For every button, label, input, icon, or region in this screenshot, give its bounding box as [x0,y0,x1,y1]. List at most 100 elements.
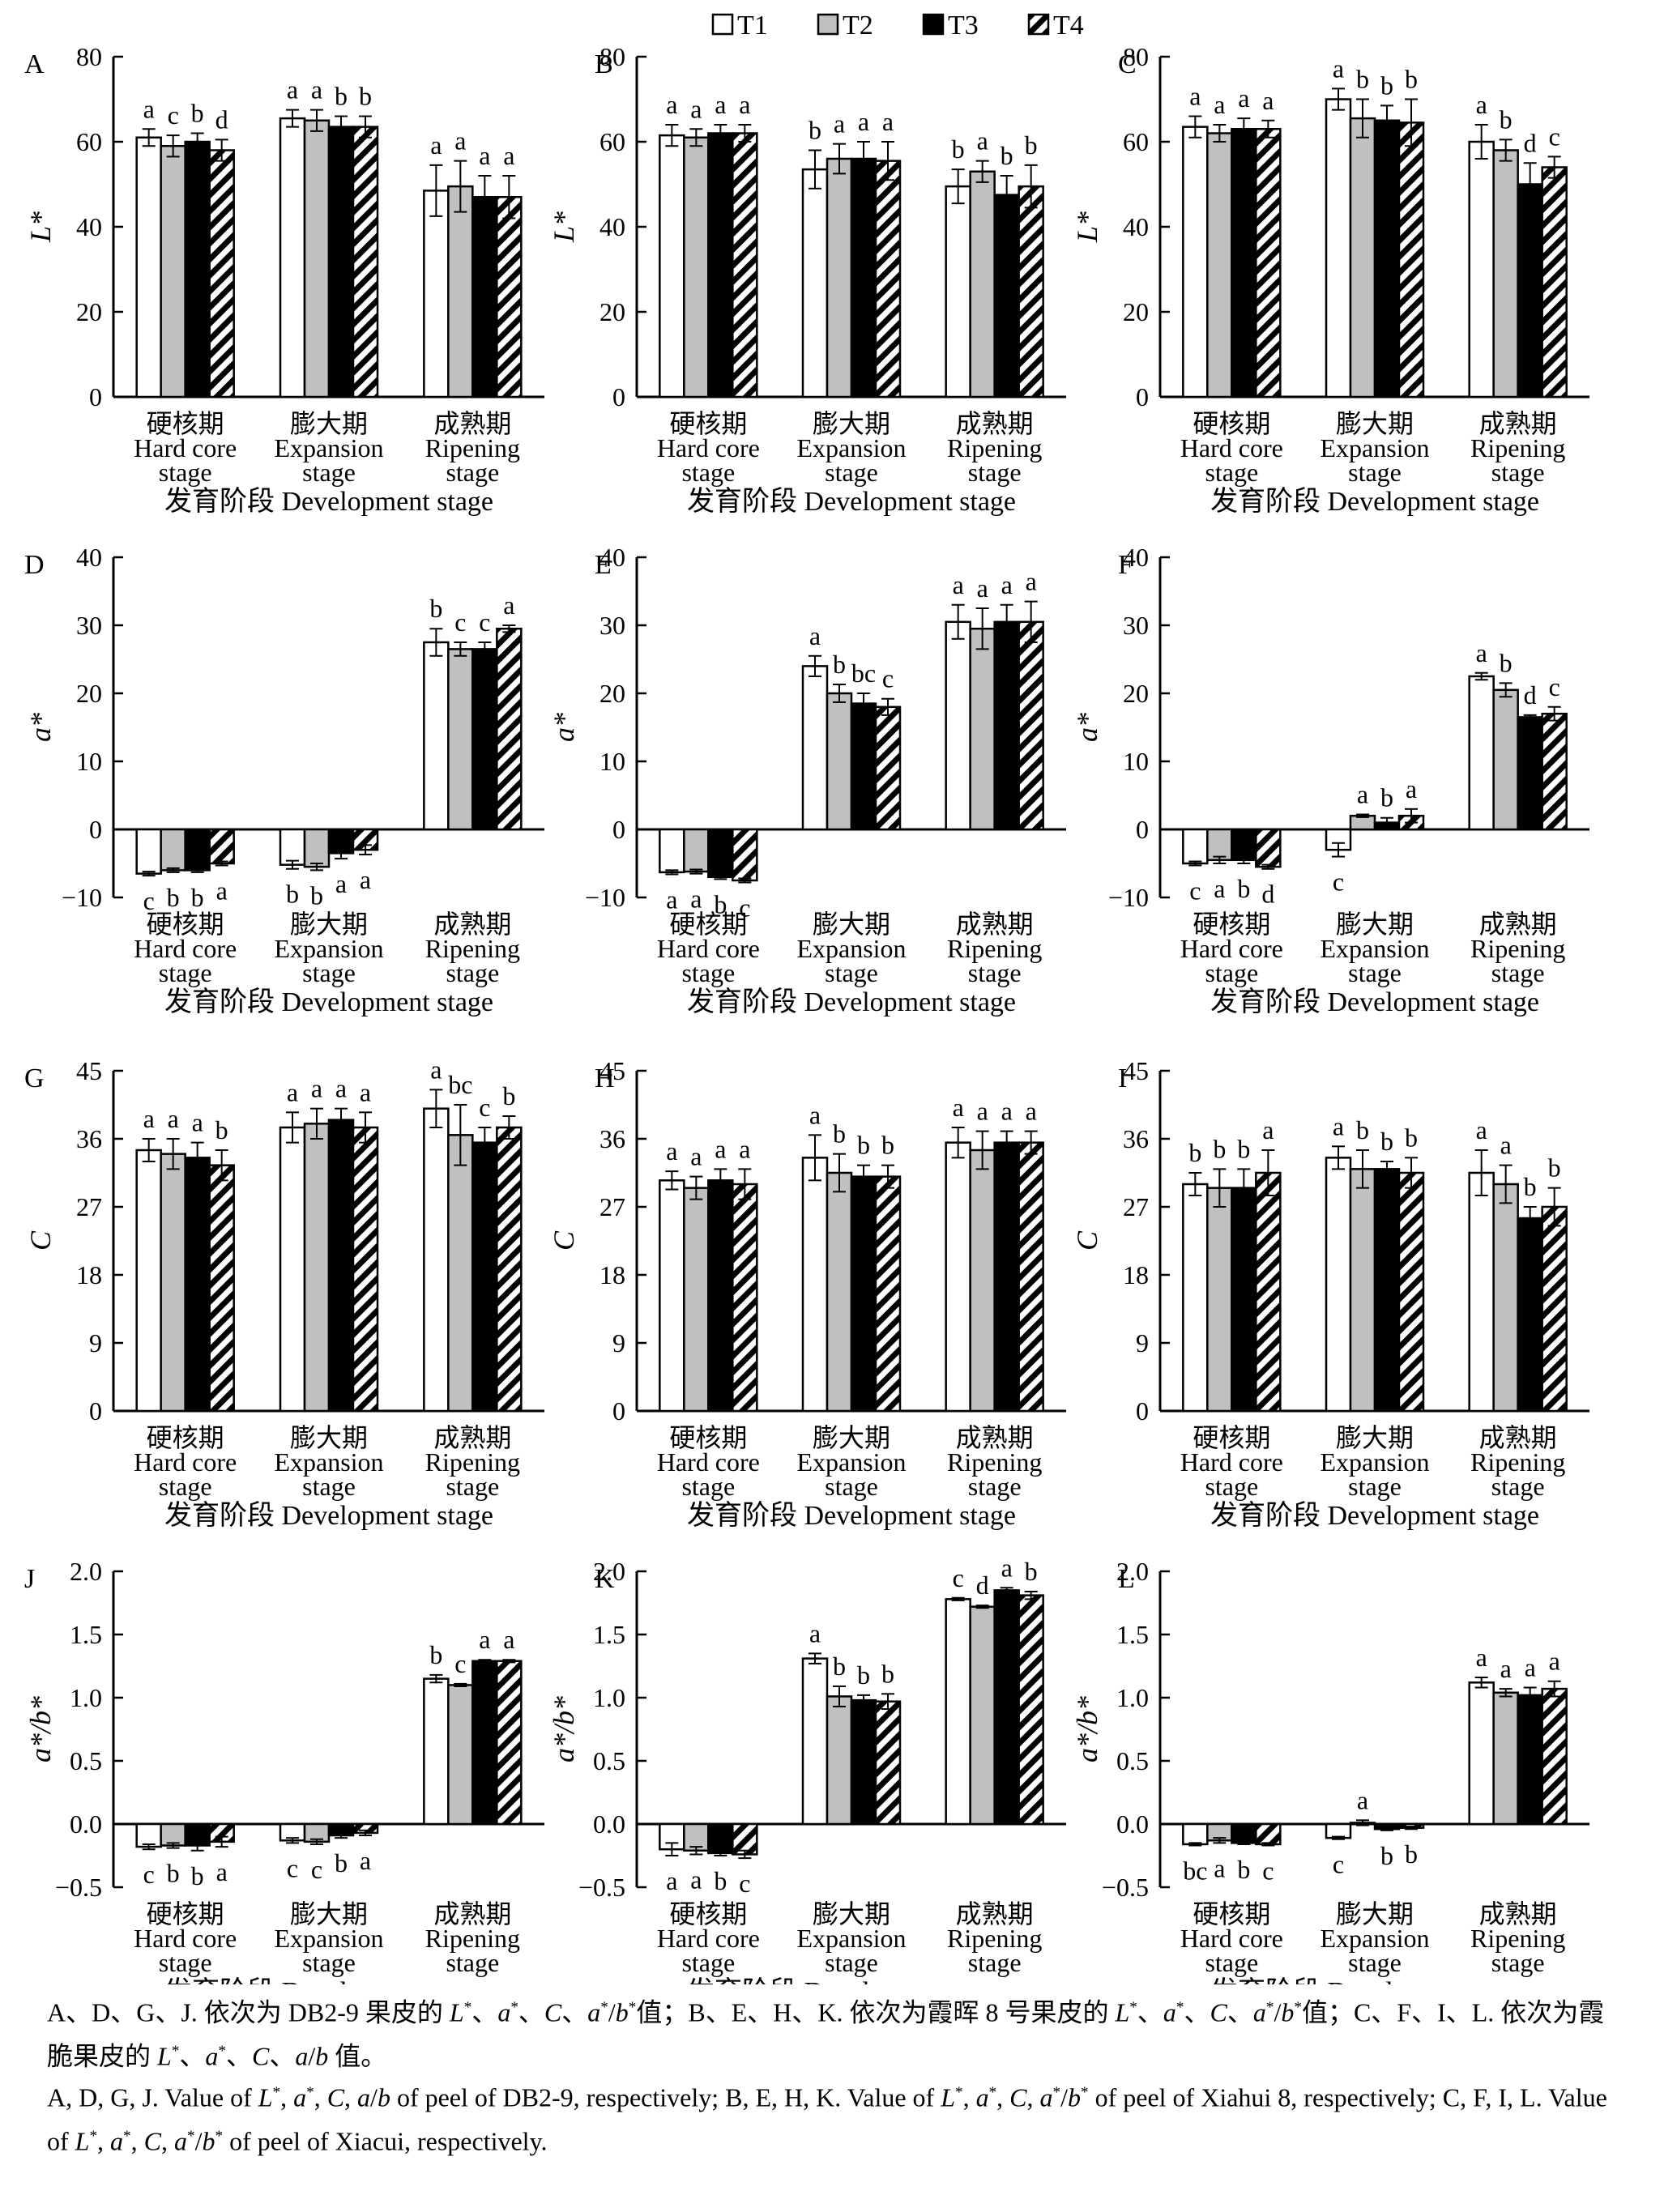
bar-t4 [874,705,902,831]
bar-t2 [160,1153,186,1413]
significance-letter: a [1476,90,1487,119]
significance-letter: b [1356,1115,1369,1144]
y-tick-label: 0 [1136,815,1149,844]
bar-t1 [279,1126,306,1413]
x-axis-label: 发育阶段 Development stage [687,1500,1016,1531]
significance-letter: a [1214,90,1225,119]
panel-letter: G [24,1063,45,1093]
stage-label-zh: 成熟期 [956,1423,1034,1452]
stage-label-zh: 硬核期 [147,910,224,939]
panel-letter: F [1118,550,1133,580]
bar-t2 [1492,149,1519,399]
bar-t4 [208,149,235,399]
y-axis-label: C [24,1230,57,1251]
stage-label-en2: stage [825,458,878,487]
x-axis-label: 发育阶段 Development stage [1210,1976,1539,1984]
stage-label-zh: 膨大期 [1336,1423,1414,1452]
significance-letter: a [690,94,702,123]
bar-t2 [969,1605,996,1826]
bar-t4 [732,1822,758,1856]
stage-label-en2: stage [825,958,878,987]
significance-letter: b [809,116,821,145]
stage-label-en: Hard core [1180,433,1283,462]
y-tick-label: 2.0 [593,1557,625,1586]
stage-label-en: Hard core [657,1924,760,1953]
y-tick-label: 20 [76,297,102,326]
bar-t2 [447,648,474,831]
stage-label-en: Ripening [1470,1447,1565,1477]
y-axis-label: a* [24,713,57,742]
significance-letter: b [952,134,965,164]
bar-t2 [969,627,996,831]
stage-label-zh: 硬核期 [669,910,747,939]
bar-t2 [1206,828,1233,862]
stage-label-en: Hard core [134,934,237,963]
significance-letter: a [1500,1654,1512,1683]
significance-letter: c [1189,876,1201,906]
significance-letter: c [143,886,155,915]
significance-letter: a [1189,82,1201,111]
significance-letter: a [287,75,298,104]
significance-letter: bc [448,1070,472,1099]
stage-label-en: Ripening [1470,934,1565,963]
stage-label-en2: stage [681,1472,735,1501]
bar-t3 [1231,1187,1257,1413]
y-axis-label: C [548,1230,580,1251]
significance-letter: b [1237,874,1250,903]
significance-letter: b [167,1859,180,1888]
significance-letter: a [1001,1097,1013,1126]
bar-t4 [1397,121,1425,399]
bar-t3 [707,1179,734,1413]
bar-t2 [160,828,186,872]
significance-letter: a [1476,1643,1487,1672]
y-tick-label: 80 [1123,42,1149,71]
significance-letter: a [360,865,371,894]
significance-letter: b [335,82,348,111]
y-tick-label: 80 [599,42,625,71]
bar-t1 [279,828,306,866]
significance-letter: a [503,590,514,620]
stage-label-en: Ripening [1470,1924,1565,1953]
stage-label-zh: 膨大期 [813,1899,890,1929]
significance-letter: a [690,1142,702,1171]
significance-letter: a [809,1100,821,1129]
bar-t4 [1018,1594,1044,1826]
y-tick-label: 20 [599,679,625,708]
significance-letter: c [143,1860,155,1889]
significance-letter: a [690,884,702,914]
significance-letter: a [479,141,490,170]
legend: T1 T2 T3 T4 [711,11,1084,40]
significance-letter: b [1025,1557,1038,1586]
y-tick-label: −10 [62,883,102,912]
y-tick-label: −0.5 [578,1873,625,1902]
y-tick-label: 1.5 [70,1620,102,1649]
panel-letter: I [1118,1063,1127,1093]
significance-letter: a [168,1104,179,1133]
stage-label-en: Expansion [274,1447,383,1477]
significance-letter: a [335,1074,347,1103]
bar-t1 [659,1179,685,1413]
y-tick-label: 1.5 [593,1620,625,1649]
bar-t3 [471,1660,498,1826]
x-axis-label: 发育阶段 Development stage [164,1976,493,1984]
bar-t3 [993,620,1020,831]
significance-letter: a [311,75,322,104]
stage-label-en: Expansion [274,1924,383,1953]
stage-label-zh: 硬核期 [147,409,224,438]
bar-t2 [447,1684,474,1826]
stage-label-en2: stage [159,1948,212,1977]
bar-t3 [1517,1217,1543,1413]
caption-chinese: A、D、G、J. 依次为 DB2-9 果皮的 L*、a*、C、a*/b*值；B、… [47,1997,1605,2071]
y-tick-label: 9 [89,1328,102,1357]
stage-label-zh: 膨大期 [290,1899,368,1929]
bar-t4 [874,1700,902,1826]
y-tick-label: 10 [599,747,625,776]
significance-letter: c [882,664,894,693]
bar-t1 [135,1822,162,1848]
x-axis-label: 发育阶段 Development stage [164,1500,493,1531]
significance-letter: b [1237,1134,1250,1163]
stage-label-en: Hard core [1180,1924,1283,1953]
bar-t1 [279,117,306,399]
